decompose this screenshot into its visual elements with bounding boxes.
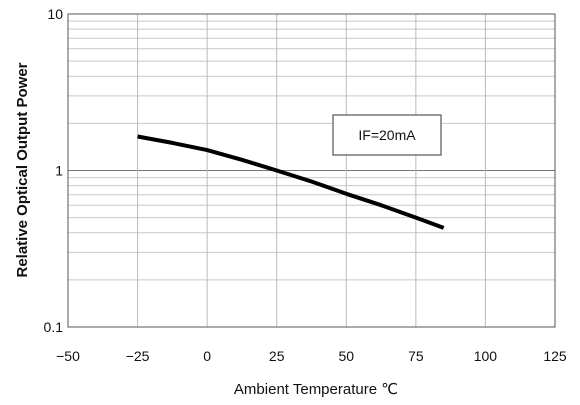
- y-tick-labels: 0.1 1 10: [44, 6, 64, 335]
- x-tick-label: 125: [543, 348, 567, 364]
- y-axis-title: Relative Optical Output Power: [14, 62, 31, 277]
- annotation-box: IF=20mA: [332, 114, 442, 156]
- x-tick-label: −25: [126, 348, 150, 364]
- x-tick-labels: −50 −25 0 25 50 75 100 125: [56, 348, 567, 364]
- y-tick-label: 0.1: [44, 319, 64, 335]
- major-gridlines: [68, 14, 555, 327]
- y-tick-label: 10: [47, 6, 63, 22]
- x-axis-title: Ambient Temperature ℃: [234, 381, 398, 398]
- annotation-label: IF=20mA: [358, 127, 416, 143]
- minor-gridlines: [68, 20, 555, 281]
- x-tick-label: 0: [203, 348, 211, 364]
- x-tick-label: −50: [56, 348, 80, 364]
- plot-area: [67, 13, 556, 328]
- series-line: [137, 134, 445, 230]
- x-tick-label: 25: [269, 348, 285, 364]
- series-layer: [137, 134, 445, 230]
- x-tick-label: 100: [474, 348, 498, 364]
- x-tick-label: 75: [408, 348, 424, 364]
- y-tick-label: 1: [55, 163, 63, 179]
- x-tick-label: 50: [338, 348, 354, 364]
